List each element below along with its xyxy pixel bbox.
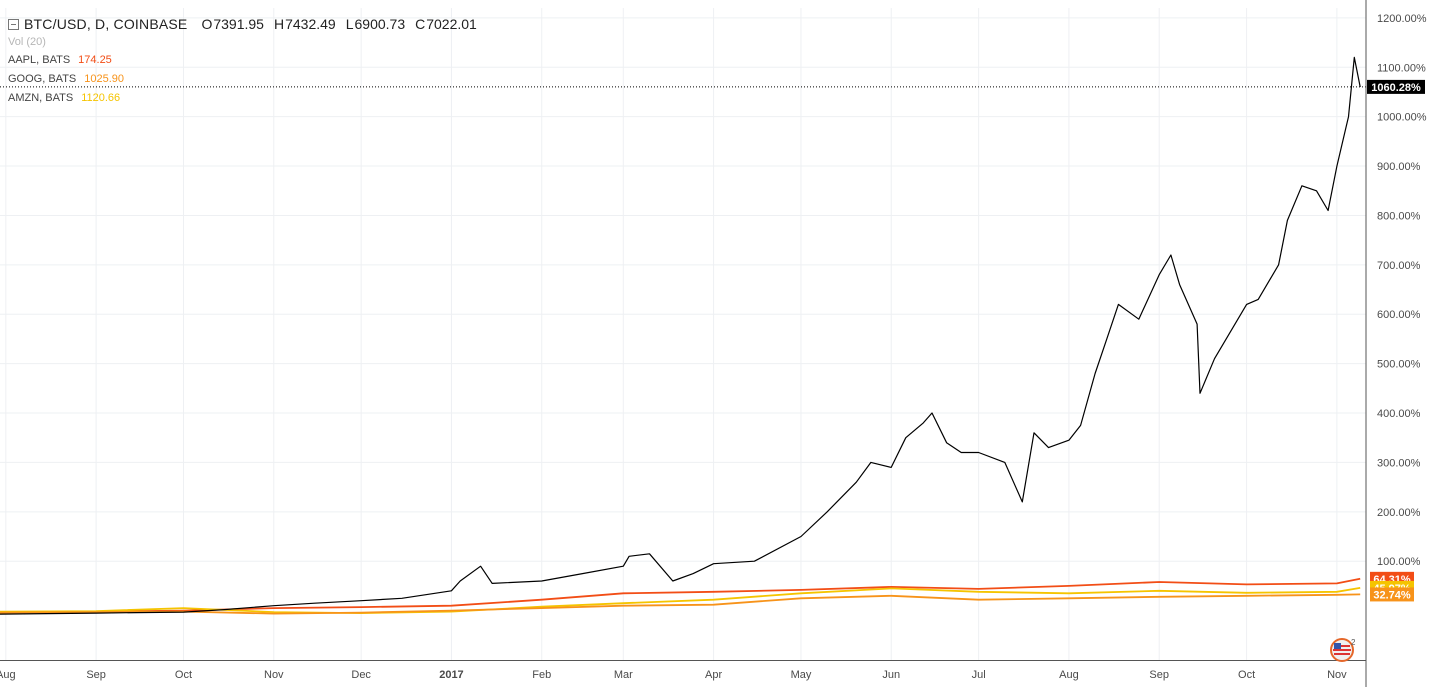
y-tick-label: 100.00% — [1377, 556, 1421, 568]
x-tick-label: May — [791, 669, 812, 681]
compare-value: 174.25 — [78, 54, 112, 66]
main-symbol-legend[interactable]: BTC/USD, D, COINBASE O7391.95 H7432.49 L… — [8, 14, 487, 34]
y-tick-label: 400.00% — [1377, 408, 1421, 420]
y-axis[interactable]: 100.00% 200.00% 300.00% 400.00% 500.00% 600.0… — [1365, 0, 1427, 687]
y-tick-label: 900.00% — [1377, 161, 1421, 173]
compare-name: AMZN, BATS — [8, 92, 74, 104]
ohlc-close: C7022.01 — [415, 16, 477, 32]
price-line: 1060.28% — [0, 79, 1425, 94]
ohlc-high: H7432.49 — [273, 16, 336, 32]
compare-amzn[interactable]: AMZN, BATS 1120.66 — [8, 89, 487, 108]
compare-name: GOOG, BATS — [8, 73, 77, 85]
us-flag-icon[interactable]: 2 — [1329, 636, 1357, 664]
compare-name: AAPL, BATS — [8, 54, 71, 66]
x-tick-label: Aug — [1059, 669, 1079, 681]
x-tick-label: Oct — [1238, 669, 1255, 681]
x-axis[interactable]: Aug Sep Oct Nov Dec 2017 Feb Mar Apr May Jun Jul Aug… — [0, 660, 1366, 682]
series-value-label: 32.74% — [1373, 589, 1411, 601]
grid-lines — [0, 8, 1366, 660]
series-line — [0, 587, 1361, 614]
collapse-icon[interactable] — [8, 18, 19, 30]
x-tick-label: Nov — [264, 669, 284, 681]
y-tick-label: 500.00% — [1377, 359, 1421, 371]
x-tick-label: Sep — [1149, 669, 1169, 681]
y-tick-label: 800.00% — [1377, 210, 1421, 222]
legend: BTC/USD, D, COINBASE O7391.95 H7432.49 L… — [8, 14, 487, 108]
x-tick-label: Feb — [532, 669, 551, 681]
y-tick-label: 300.00% — [1377, 457, 1421, 469]
svg-text:2: 2 — [1351, 638, 1356, 647]
x-tick-label: 2017 — [439, 669, 463, 681]
series-line — [0, 56, 1361, 615]
y-tick-label: 600.00% — [1377, 309, 1421, 321]
volume-indicator-label[interactable]: Vol (20) — [8, 36, 46, 48]
ohlc-open: O7391.95 — [201, 16, 264, 32]
x-tick-label: Sep — [86, 669, 106, 681]
x-tick-label: Dec — [351, 669, 371, 681]
last-price-label: 1060.28% — [1371, 82, 1421, 94]
series-line — [0, 577, 1361, 613]
y-tick-label: 700.00% — [1377, 260, 1421, 272]
compare-value: 1120.66 — [81, 92, 121, 104]
series-lines — [0, 56, 1361, 615]
compare-goog[interactable]: GOOG, BATS 1025.90 — [8, 70, 487, 89]
y-tick-label: 1000.00% — [1377, 112, 1427, 124]
series-value-badge — [1370, 587, 1414, 602]
y-tick-label: 200.00% — [1377, 507, 1421, 519]
series-line — [0, 593, 1361, 615]
ohlc-low: L6900.73 — [345, 16, 406, 32]
symbol-title: BTC/USD, D, COINBASE — [24, 16, 188, 32]
compare-aapl[interactable]: AAPL, BATS 174.25 — [8, 51, 487, 70]
x-tick-label: Aug — [0, 669, 16, 681]
compare-value: 1025.90 — [84, 73, 125, 85]
x-tick-label: Oct — [175, 669, 192, 681]
x-tick-label: Jul — [972, 669, 986, 681]
y-tick-label: 1100.00% — [1377, 62, 1426, 74]
x-tick-label: Apr — [705, 669, 722, 681]
x-tick-label: Jun — [882, 669, 900, 681]
series-badges: 64.31%45.97%32.74% — [1370, 571, 1414, 602]
x-tick-label: Nov — [1327, 669, 1347, 681]
last-price-badge — [1367, 79, 1425, 94]
y-tick-label: 1200.00% — [1377, 13, 1427, 25]
x-tick-label: Mar — [614, 669, 633, 681]
